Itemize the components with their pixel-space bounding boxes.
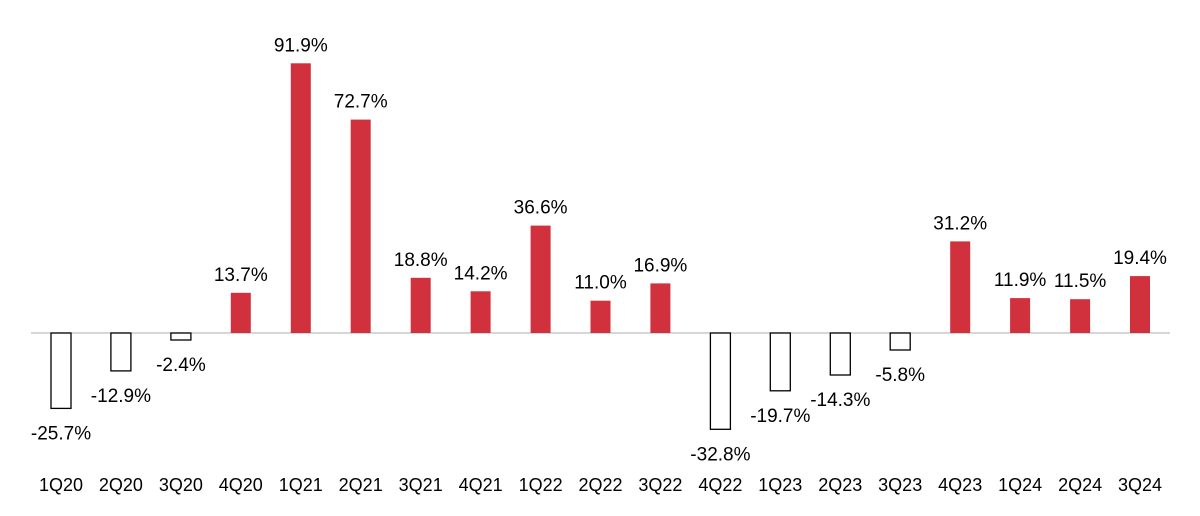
data-label-4Q20: 13.7% (214, 265, 268, 286)
x-tick-label-4Q20: 4Q20 (219, 475, 263, 495)
x-tick-label-3Q24: 3Q24 (1118, 475, 1162, 495)
data-label-1Q23: -19.7% (750, 406, 810, 427)
data-label-4Q23: 31.2% (933, 213, 987, 234)
x-tick-label-3Q22: 3Q22 (638, 475, 682, 495)
x-axis-tick-labels: 1Q20 2Q20 3Q20 4Q20 1Q21 2Q21 3Q21 4Q21 1Q22 2Q22… (39, 475, 1162, 495)
bar-2Q24 (1070, 299, 1091, 333)
bar-2Q23 (829, 332, 851, 376)
data-label-2Q23: -14.3% (810, 390, 870, 411)
data-label-3Q22: 16.9% (633, 255, 687, 276)
bar-1Q22 (530, 225, 551, 333)
bar-3Q24 (1130, 276, 1150, 333)
x-tick-label-4Q21: 4Q21 (459, 475, 503, 495)
bar-3Q20 (170, 332, 192, 341)
data-label-1Q21: 91.9% (274, 35, 328, 56)
data-label-1Q20: -25.7% (31, 423, 91, 444)
x-tick-label-2Q22: 2Q22 (578, 475, 622, 495)
bar-2Q22 (590, 300, 611, 333)
data-label-4Q22: -32.8% (690, 444, 750, 465)
x-tick-label-4Q23: 4Q23 (938, 475, 982, 495)
data-label-2Q24: 11.5% (1054, 271, 1107, 292)
data-label-3Q21: 18.8% (394, 250, 448, 271)
data-label-2Q21: 72.7% (334, 92, 388, 113)
bar-1Q21 (290, 63, 311, 334)
data-label-3Q20: -2.4% (156, 355, 206, 376)
data-label-group: -25.7%-12.9%-2.4% 13.7% 91.9% 72.7% 18.8% 14.… (31, 35, 1167, 465)
data-label-1Q24: 11.9% (994, 270, 1047, 291)
data-label-1Q22: 36.6% (514, 198, 568, 219)
data-label-4Q21: 14.2% (454, 263, 508, 284)
bar-3Q23 (889, 332, 911, 351)
x-tick-label-3Q23: 3Q23 (878, 475, 922, 495)
x-tick-label-3Q21: 3Q21 (399, 475, 443, 495)
bar-1Q20 (50, 332, 72, 410)
x-tick-label-1Q20: 1Q20 (39, 475, 83, 495)
data-label-3Q23: -5.8% (875, 365, 925, 386)
bar-3Q22 (650, 283, 671, 333)
x-tick-label-1Q22: 1Q22 (519, 475, 563, 495)
bar-1Q24 (1010, 298, 1031, 333)
data-label-3Q24: 19.4% (1113, 248, 1167, 269)
bar-group (50, 63, 1150, 430)
bar-4Q22 (709, 332, 732, 430)
bar-2Q20 (110, 332, 132, 372)
data-label-2Q22: 11.0% (574, 273, 627, 294)
data-label-2Q20: -12.9% (91, 386, 151, 407)
bar-3Q21 (410, 277, 431, 333)
x-tick-label-2Q20: 2Q20 (99, 475, 143, 495)
x-tick-label-1Q24: 1Q24 (998, 475, 1042, 495)
x-tick-label-1Q23: 1Q23 (758, 475, 802, 495)
x-tick-label-4Q22: 4Q22 (698, 475, 742, 495)
x-tick-label-2Q21: 2Q21 (339, 475, 383, 495)
bar-1Q23 (769, 332, 791, 392)
x-tick-label-2Q24: 2Q24 (1058, 475, 1102, 495)
bar-4Q20 (230, 292, 251, 333)
x-tick-label-3Q20: 3Q20 (159, 475, 203, 495)
bar-4Q21 (470, 291, 491, 333)
x-tick-label-1Q21: 1Q21 (279, 475, 323, 495)
bar-2Q21 (350, 119, 371, 333)
x-tick-label-2Q23: 2Q23 (818, 475, 862, 495)
bar-4Q23 (950, 241, 971, 333)
